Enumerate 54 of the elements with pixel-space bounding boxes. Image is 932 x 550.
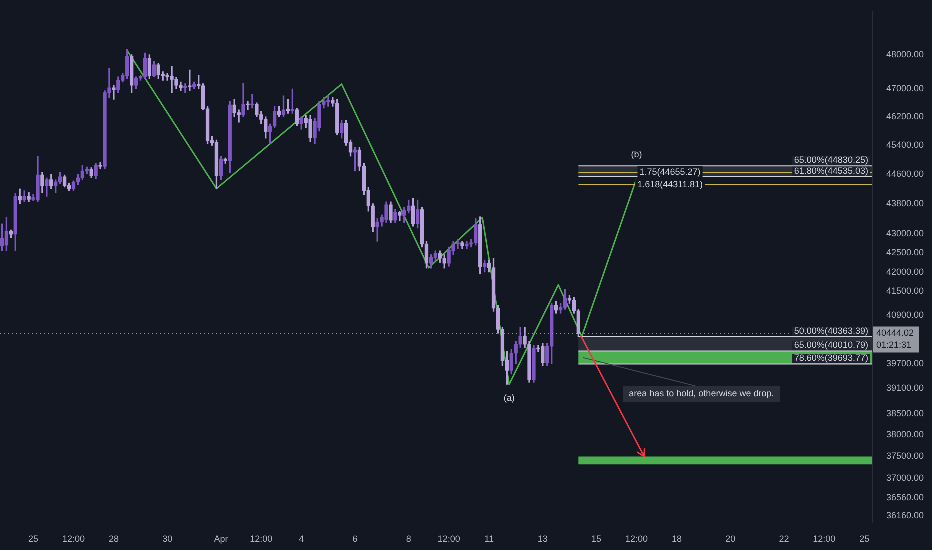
y-tick-label: 48000.00 — [886, 49, 924, 60]
candlestick — [246, 101, 250, 110]
x-tick-label: 12:00 — [438, 534, 460, 544]
y-tick-label: 43000.00 — [886, 228, 924, 238]
x-tick-label: 12:00 — [62, 534, 85, 544]
y-tick-label: 37500.00 — [886, 451, 924, 462]
annotation: (a) — [504, 393, 515, 404]
ref-line-label: 65.00%(44830.25) — [794, 155, 868, 166]
annotation: 1.618(44311.81) — [638, 180, 703, 190]
y-tick-label: 43800.00 — [886, 198, 924, 208]
y-tick-label: 36560.00 — [886, 492, 924, 503]
candlestick — [250, 94, 254, 109]
y-tick-label: 42000.00 — [886, 266, 924, 277]
x-tick-label: 11 — [484, 534, 494, 544]
x-tick-label: 28 — [108, 534, 119, 544]
x-tick-label: 30 — [162, 534, 173, 544]
y-tick-label: 40900.00 — [886, 310, 924, 320]
x-tick-label: 22 — [779, 534, 790, 544]
x-tick-label: 13 — [538, 534, 548, 544]
ref-line-label: 78.60%(39693.77) — [794, 353, 868, 364]
y-tick-label: 38500.00 — [886, 408, 924, 418]
x-tick-label: 25 — [28, 534, 39, 544]
y-tick-label: 38000.00 — [886, 430, 924, 440]
x-tick-label: 18 — [672, 534, 682, 544]
y-tick-label: 39100.00 — [886, 383, 924, 394]
y-tick-label: 36160.00 — [886, 510, 924, 520]
x-tick-label: 4 — [299, 534, 304, 544]
y-tick-label: 45400.00 — [886, 140, 924, 150]
annotation: (b) — [631, 150, 642, 160]
y-tick-label: 44600.00 — [886, 168, 924, 179]
x-tick-label: 8 — [406, 534, 412, 544]
x-tick-label: 15 — [592, 534, 602, 544]
ref-line-label: 65.00%(40010.79) — [794, 340, 868, 350]
candlestick — [112, 85, 116, 100]
y-tick-label: 41500.00 — [886, 286, 924, 296]
x-tick-label: 12:00 — [813, 534, 836, 544]
ref-line-label: 40444.02 — [876, 328, 914, 338]
x-tick-label: 12:00 — [250, 534, 273, 544]
candlestick — [184, 84, 188, 93]
x-tick-label: Apr — [214, 534, 228, 544]
y-tick-label: 37000.00 — [886, 473, 924, 484]
x-tick-label: 20 — [726, 534, 736, 544]
y-tick-label: 39700.00 — [886, 358, 924, 368]
y-tick-label: 42500.00 — [886, 247, 924, 258]
ref-line-label: 50.00%(40363.39) — [794, 326, 868, 336]
x-tick-label: 12:00 — [625, 534, 648, 544]
x-tick-label: 25 — [860, 534, 870, 544]
annotation: area has to hold, otherwise we drop. — [629, 388, 774, 399]
annotation: 1.75(44655.27) — [640, 166, 701, 177]
ref-line-label: 61.80%(44535.03) — [794, 166, 868, 176]
y-tick-label: 47000.00 — [886, 84, 924, 94]
x-tick-label: 6 — [352, 534, 358, 544]
text: 01:21:31 — [876, 340, 912, 350]
y-tick-label: 46200.00 — [886, 112, 924, 122]
